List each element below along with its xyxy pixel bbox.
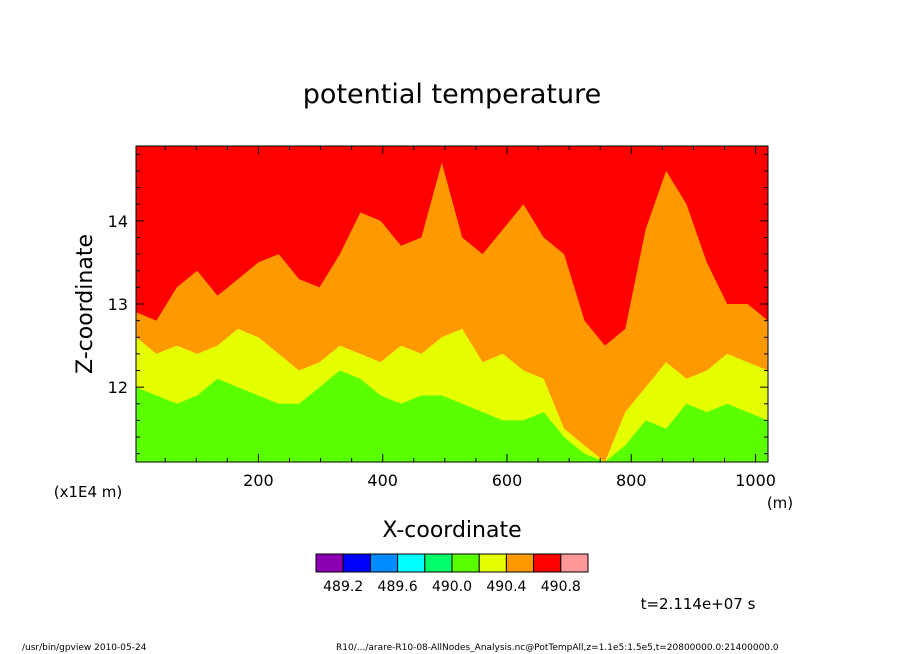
- x-tick-label: 1000: [735, 471, 776, 490]
- x-tick-label: 400: [367, 471, 398, 490]
- colorbar-swatch: [424, 553, 453, 573]
- field-region-bottom: [136, 370, 768, 462]
- colorbar-label: 489.6: [378, 579, 418, 595]
- y-axis-units: (x1E4 m): [54, 483, 123, 501]
- colorbar-label: 490.8: [541, 579, 581, 595]
- plot-area: 200 400 600 800 1000 12 13 14: [108, 145, 776, 490]
- y-axis-label: Z-coordinate: [73, 234, 98, 374]
- colorbar: 489.2 489.6 490.0 490.4 490.8: [315, 553, 589, 595]
- x-axis-ticks: 200 400 600 800 1000: [164, 146, 776, 490]
- x-axis-units: (m): [767, 494, 793, 512]
- colorbar-swatch: [342, 553, 371, 573]
- y-tick-label: 13: [108, 295, 128, 314]
- colorbar-swatch: [369, 553, 399, 573]
- colorbar-swatch: [533, 553, 562, 573]
- heatmap-field: [136, 146, 768, 462]
- y-axis-ticks: 12 13 14: [108, 153, 768, 455]
- colorbar-label: 490.4: [486, 579, 526, 595]
- x-tick-label: 200: [243, 471, 274, 490]
- colorbar-label: 489.2: [323, 579, 363, 595]
- chart-title: potential temperature: [303, 79, 601, 110]
- time-label: t=2.114e+07 s: [641, 595, 756, 613]
- x-tick-label: 600: [492, 471, 523, 490]
- colorbar-swatch: [560, 553, 589, 573]
- x-tick-label: 800: [616, 471, 647, 490]
- y-tick-label: 14: [108, 212, 128, 231]
- footer-left: /usr/bin/gpview 2010-05-24: [22, 643, 147, 653]
- colorbar-label: 490.0: [432, 579, 472, 595]
- colorbar-swatch: [397, 553, 426, 573]
- colorbar-swatch: [451, 553, 480, 573]
- colorbar-swatch: [315, 553, 344, 573]
- colorbar-swatch: [478, 553, 507, 573]
- footer-right: R10/.../arare-R10-08-AllNodes_Analysis.n…: [336, 643, 779, 653]
- x-axis-label: X-coordinate: [382, 518, 521, 543]
- colorbar-swatch: [505, 553, 535, 573]
- y-tick-label: 12: [108, 378, 128, 397]
